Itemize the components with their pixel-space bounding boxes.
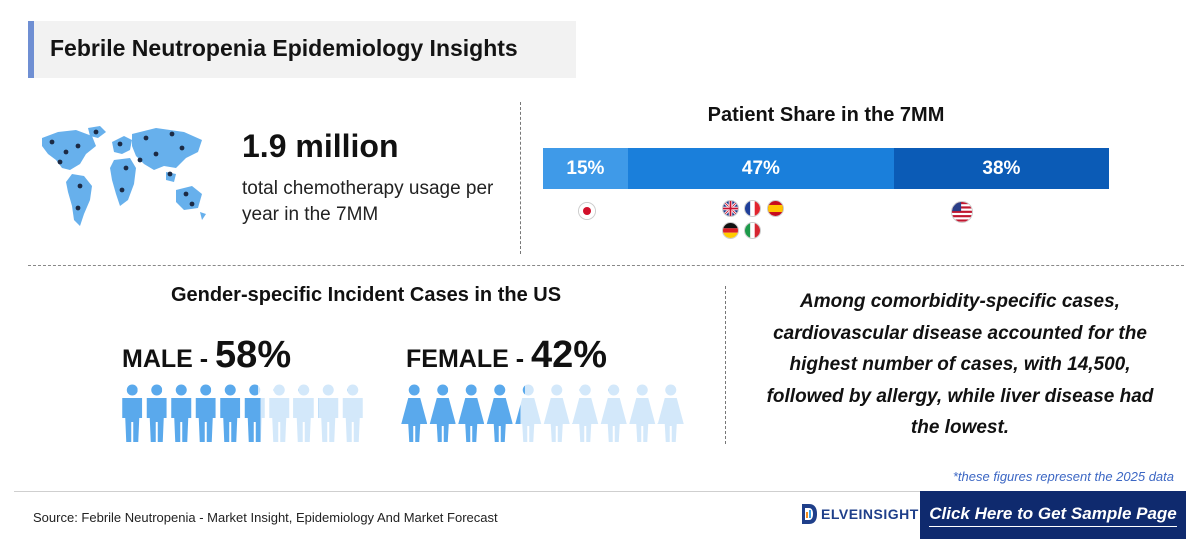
female-figure <box>572 384 599 442</box>
male-figure <box>195 384 216 442</box>
get-sample-page-button[interactable]: Click Here to Get Sample Page <box>920 491 1186 539</box>
usa-flag-icon <box>951 201 973 223</box>
female-figures <box>401 384 684 442</box>
germany-flag-icon <box>722 222 739 239</box>
share-segment-eu4-uk: 47% <box>627 148 894 189</box>
footer-divider <box>14 491 1186 492</box>
female-figure <box>629 384 656 442</box>
female-figure <box>515 384 542 442</box>
female-figure <box>401 384 428 442</box>
divider-vertical-top <box>520 102 521 254</box>
get-sample-page-label: Click Here to Get Sample Page <box>929 504 1177 527</box>
share-segment-us: 38% <box>893 148 1109 189</box>
delveinsight-logo-icon <box>802 504 817 524</box>
male-figure <box>220 384 241 442</box>
source-text: Source: Febrile Neutropenia - Market Ins… <box>33 510 498 525</box>
gender-section-title: Gender-specific Incident Cases in the US <box>170 284 562 306</box>
female-figure <box>458 384 485 442</box>
data-year-footnote: *these figures represent the 2025 data <box>952 469 1174 484</box>
female-figure <box>657 384 684 442</box>
patient-share-bar: 15% 47% 38% <box>543 148 1109 189</box>
male-figure <box>342 384 363 442</box>
uk-flag-icon <box>722 200 739 217</box>
delveinsight-logo[interactable]: ELVEINSIGHT <box>800 501 919 527</box>
male-percent: 58% <box>215 334 292 376</box>
female-figure <box>600 384 627 442</box>
divider-vertical-bottom <box>725 286 726 444</box>
female-figure <box>543 384 570 442</box>
chemo-usage-value: 1.9 million <box>242 128 399 164</box>
divider-horizontal <box>28 265 1184 266</box>
male-figure <box>146 384 167 442</box>
patient-share-title: Patient Share in the 7MM <box>707 104 945 126</box>
male-figure <box>269 384 290 442</box>
female-word: FEMALE - <box>406 345 531 373</box>
page-title: Febrile Neutropenia Epidemiology Insight… <box>50 35 518 61</box>
male-figure <box>122 384 143 442</box>
male-figure <box>293 384 314 442</box>
comorbidity-text: Among comorbidity-specific cases, cardio… <box>766 291 1154 438</box>
spain-flag-icon <box>767 200 784 217</box>
chemo-usage-description: total chemotherapy usage per year in the… <box>242 178 494 225</box>
italy-flag-icon <box>744 222 761 239</box>
female-figure <box>429 384 456 442</box>
title-box: Febrile Neutropenia Epidemiology Insight… <box>28 21 576 78</box>
world-map-icon <box>42 126 206 226</box>
male-figure <box>244 384 265 442</box>
delveinsight-logo-text: ELVEINSIGHT <box>821 506 919 522</box>
male-figure <box>171 384 192 442</box>
female-label: FEMALE - 42% <box>406 334 607 377</box>
male-figure <box>318 384 339 442</box>
female-percent: 42% <box>531 334 608 376</box>
share-segment-japan: 15% <box>543 148 628 189</box>
female-figure <box>486 384 513 442</box>
japan-flag-icon <box>578 202 596 220</box>
male-figures <box>122 384 363 442</box>
male-label: MALE - 58% <box>122 334 291 377</box>
france-flag-icon <box>744 200 761 217</box>
male-word: MALE - <box>122 345 216 373</box>
